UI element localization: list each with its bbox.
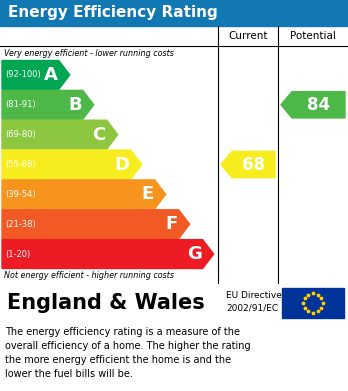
- Text: EU Directive
2002/91/EC: EU Directive 2002/91/EC: [226, 291, 282, 313]
- Polygon shape: [2, 150, 142, 179]
- Text: G: G: [187, 245, 201, 263]
- Text: (1-20): (1-20): [5, 249, 30, 258]
- Polygon shape: [2, 210, 190, 239]
- Text: The energy efficiency rating is a measure of the
overall efficiency of a home. T: The energy efficiency rating is a measur…: [5, 327, 251, 379]
- Text: F: F: [165, 215, 178, 233]
- Text: (55-68): (55-68): [5, 160, 36, 169]
- Bar: [0, 26, 348, 283]
- Text: (92-100): (92-100): [5, 70, 41, 79]
- Text: 68: 68: [242, 156, 265, 174]
- Polygon shape: [2, 180, 166, 209]
- Text: A: A: [44, 66, 58, 84]
- Polygon shape: [2, 120, 118, 149]
- Text: B: B: [68, 96, 82, 114]
- Polygon shape: [2, 90, 94, 119]
- Text: Very energy efficient - lower running costs: Very energy efficient - lower running co…: [4, 48, 174, 57]
- Bar: [282, 288, 344, 318]
- Text: Not energy efficient - higher running costs: Not energy efficient - higher running co…: [4, 271, 174, 280]
- Text: D: D: [115, 156, 130, 174]
- Text: Potential: Potential: [290, 31, 336, 41]
- Text: England & Wales: England & Wales: [7, 293, 205, 313]
- Polygon shape: [2, 61, 70, 90]
- Polygon shape: [281, 91, 345, 118]
- Text: (21-38): (21-38): [5, 220, 36, 229]
- Text: 84: 84: [307, 96, 330, 114]
- Bar: [0, 0, 348, 26]
- Polygon shape: [2, 240, 214, 269]
- Text: (69-80): (69-80): [5, 130, 36, 139]
- Polygon shape: [221, 151, 275, 178]
- Text: Energy Efficiency Rating: Energy Efficiency Rating: [8, 5, 218, 20]
- Text: (81-91): (81-91): [5, 100, 35, 109]
- Text: C: C: [93, 126, 106, 143]
- Text: (39-54): (39-54): [5, 190, 35, 199]
- Text: E: E: [141, 185, 154, 203]
- Bar: [0, 283, 348, 323]
- Text: Current: Current: [228, 31, 268, 41]
